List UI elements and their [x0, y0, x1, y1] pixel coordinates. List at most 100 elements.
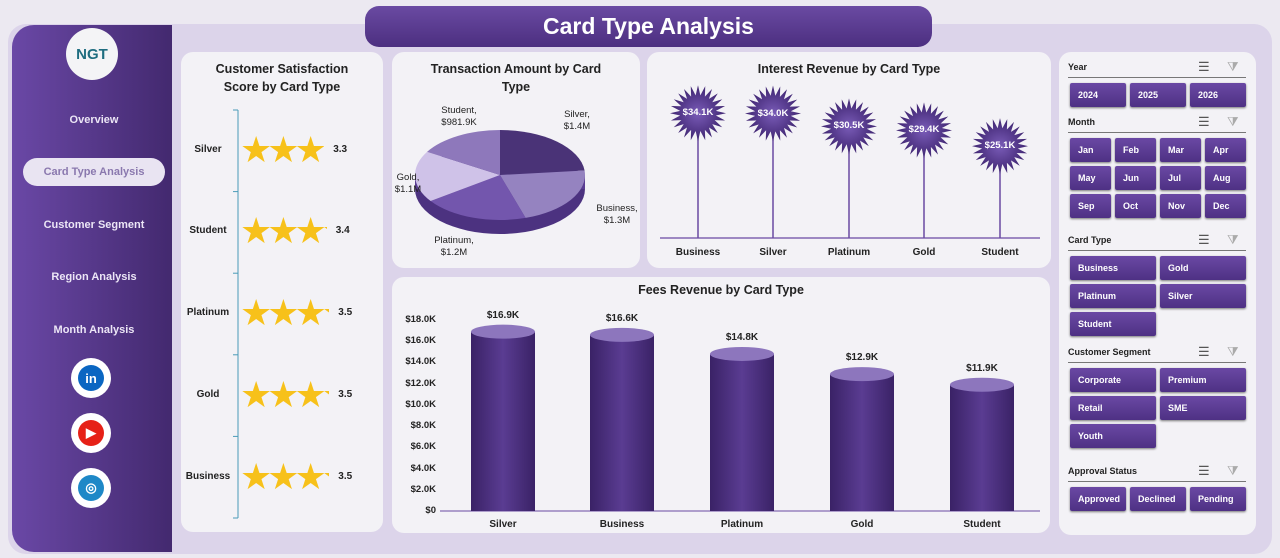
- bar-value-label: $11.9K: [966, 362, 998, 374]
- rating-label-silver: Silver: [194, 144, 222, 155]
- bar-category-label: Silver: [489, 519, 517, 530]
- y-tick-label: $14.0K: [405, 356, 436, 368]
- slicer-month-jun[interactable]: Jun: [1115, 166, 1156, 190]
- slicer-approval-status-declined[interactable]: Declined: [1130, 487, 1186, 511]
- lollipop-burst-platinum: [821, 98, 877, 155]
- transaction-title: Transaction Amount by Card Type: [430, 62, 602, 94]
- lollipop-category: Silver: [759, 247, 787, 258]
- rating-label-platinum: Platinum: [186, 307, 230, 318]
- slicer-customer-segment-youth[interactable]: Youth: [1070, 424, 1156, 448]
- slicer-customer-segment-premium[interactable]: Premium: [1160, 368, 1246, 392]
- slicer-month-apr[interactable]: Apr: [1205, 138, 1246, 162]
- slicer-title-year: Year: [1068, 62, 1088, 72]
- lollipop-burst-business: [670, 85, 726, 142]
- slicer-month-feb[interactable]: Feb: [1115, 138, 1156, 162]
- slicer-month-may[interactable]: May: [1070, 166, 1111, 190]
- slicer-month-oct[interactable]: Oct: [1115, 194, 1156, 218]
- rating-label-gold: Gold: [196, 389, 220, 400]
- bar-top: [590, 327, 654, 342]
- slicer-month-jul[interactable]: Jul: [1160, 166, 1201, 190]
- slicer-year-2026[interactable]: 2026: [1190, 83, 1246, 107]
- slicer-month-jan[interactable]: Jan: [1070, 138, 1111, 162]
- web-button[interactable]: ◎: [71, 468, 111, 508]
- lollipop-category: Platinum: [827, 247, 871, 258]
- slicer-customer-segment-corporate[interactable]: Corporate: [1070, 368, 1156, 392]
- bar-value-label: $12.9K: [845, 352, 879, 364]
- y-tick-label: $0: [425, 505, 436, 516]
- rating-stars-silver: ★★★★★: [240, 130, 324, 170]
- y-tick-label: $4.0K: [410, 462, 436, 474]
- youtube-icon: ▶: [78, 420, 104, 446]
- bar-business: [590, 334, 654, 511]
- rating-value: 3.5: [338, 389, 353, 400]
- multi-select-icon[interactable]: ☰: [1198, 344, 1210, 359]
- slicer-customer-segment-retail[interactable]: Retail: [1070, 396, 1156, 420]
- y-tick-label: $2.0K: [410, 483, 436, 495]
- nav-item-customer-segment[interactable]: Customer Segment: [43, 219, 145, 231]
- multi-select-icon[interactable]: ☰: [1198, 463, 1210, 478]
- lollipop-value: $25.1K: [984, 140, 1016, 152]
- clear-filter-icon[interactable]: ⧩: [1227, 114, 1239, 129]
- pie-slice-business: [500, 170, 585, 218]
- bar-silver: [471, 331, 535, 511]
- clear-filter-icon[interactable]: ⧩: [1227, 463, 1239, 478]
- slicer-card-type-gold[interactable]: Gold: [1160, 256, 1246, 280]
- bar-student: [950, 384, 1014, 511]
- slicer-year-2024[interactable]: 2024: [1070, 83, 1126, 107]
- slicer-card-type-platinum[interactable]: Platinum: [1070, 284, 1156, 308]
- slicer-month-sep[interactable]: Sep: [1070, 194, 1111, 218]
- rating-stars-business: ★★★★★: [240, 457, 329, 497]
- slicer-title-month: Month: [1068, 117, 1095, 127]
- slicer-title-card-type: Card Type: [1068, 235, 1112, 245]
- y-tick-label: $16.0K: [405, 335, 436, 347]
- bar-category-label: Gold: [850, 519, 874, 530]
- y-tick-label: $18.0K: [405, 314, 436, 325]
- bar-category-label: Business: [599, 519, 645, 530]
- slicer-month-mar[interactable]: Mar: [1160, 138, 1201, 162]
- lollipop-category: Business: [675, 247, 721, 258]
- nav-item-card-type-analysis[interactable]: Card Type Analysis: [23, 158, 165, 186]
- clear-filter-icon[interactable]: ⧩: [1227, 59, 1239, 74]
- rating-value: 3.3: [333, 144, 348, 155]
- rating-label-business: Business: [185, 471, 231, 482]
- slicer-customer-segment-sme[interactable]: SME: [1160, 396, 1246, 420]
- slicer-card-type-silver[interactable]: Silver: [1160, 284, 1246, 308]
- clear-filter-icon[interactable]: ⧩: [1227, 232, 1239, 247]
- slicer-approval-status-approved[interactable]: Approved: [1070, 487, 1126, 511]
- pie-slice-student: [427, 130, 500, 175]
- lollipop-burst-silver: [745, 85, 801, 142]
- logo: NGT: [66, 28, 118, 80]
- y-tick-label: $12.0K: [405, 377, 436, 389]
- multi-select-icon[interactable]: ☰: [1198, 232, 1210, 247]
- pie-label-business: Business, $1.3M: [596, 203, 638, 226]
- nav-item-region-analysis[interactable]: Region Analysis: [51, 271, 137, 283]
- nav-item-overview[interactable]: Overview: [69, 114, 119, 126]
- slicer-month-aug[interactable]: Aug: [1205, 166, 1246, 190]
- slicer-card-type-student[interactable]: Student: [1070, 312, 1156, 336]
- bar-platinum: [710, 353, 774, 511]
- slicer-card-type-business[interactable]: Business: [1070, 256, 1156, 280]
- slicer-year-2025[interactable]: 2025: [1130, 83, 1186, 107]
- page-title: Card Type Analysis: [365, 6, 932, 47]
- slicer-approval-status-pending[interactable]: Pending: [1190, 487, 1246, 511]
- slicer-divider: [1068, 481, 1246, 482]
- bar-value-label: $14.8K: [725, 331, 759, 343]
- linkedin-button[interactable]: in: [71, 358, 111, 398]
- bar-category-label: Platinum: [720, 519, 764, 530]
- bar-top: [471, 324, 535, 339]
- multi-select-icon[interactable]: ☰: [1198, 114, 1210, 129]
- youtube-button[interactable]: ▶: [71, 413, 111, 453]
- nav-item-month-analysis[interactable]: Month Analysis: [53, 324, 135, 336]
- lollipop-value: $34.0K: [757, 107, 789, 119]
- slicer-title-customer-segment: Customer Segment: [1068, 347, 1151, 357]
- pie-slice-gold: [415, 151, 500, 201]
- slicer-month-dec[interactable]: Dec: [1205, 194, 1246, 218]
- lollipop-value: $30.5K: [833, 120, 865, 132]
- slicer-month-nov[interactable]: Nov: [1160, 194, 1201, 218]
- multi-select-icon[interactable]: ☰: [1198, 59, 1210, 74]
- lollipop-burst-gold: [896, 102, 952, 159]
- lollipop-value: $34.1K: [682, 107, 714, 119]
- rating-label-student: Student: [189, 225, 227, 236]
- clear-filter-icon[interactable]: ⧩: [1227, 344, 1239, 359]
- lollipop-burst-student: [972, 118, 1028, 175]
